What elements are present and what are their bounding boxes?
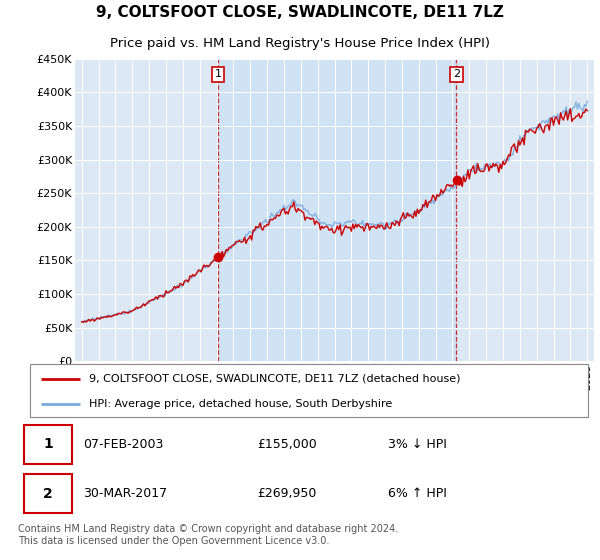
Text: £155,000: £155,000 [257,438,317,451]
Text: 9, COLTSFOOT CLOSE, SWADLINCOTE, DE11 7LZ (detached house): 9, COLTSFOOT CLOSE, SWADLINCOTE, DE11 7L… [89,374,460,384]
Bar [218,59,457,361]
Text: 1: 1 [215,69,221,80]
FancyBboxPatch shape [24,474,72,513]
FancyBboxPatch shape [24,425,72,464]
FancyBboxPatch shape [30,364,588,417]
Text: 2: 2 [43,487,53,501]
Text: 9, COLTSFOOT CLOSE, SWADLINCOTE, DE11 7LZ: 9, COLTSFOOT CLOSE, SWADLINCOTE, DE11 7L… [96,5,504,20]
Text: 2: 2 [453,69,460,80]
Text: 3% ↓ HPI: 3% ↓ HPI [389,438,448,451]
Text: HPI: Average price, detached house, South Derbyshire: HPI: Average price, detached house, Sout… [89,399,392,409]
Text: 6% ↑ HPI: 6% ↑ HPI [389,487,448,500]
Text: 07-FEB-2003: 07-FEB-2003 [83,438,164,451]
Text: Price paid vs. HM Land Registry's House Price Index (HPI): Price paid vs. HM Land Registry's House … [110,37,490,50]
Text: 30-MAR-2017: 30-MAR-2017 [83,487,167,500]
Text: £269,950: £269,950 [257,487,317,500]
Text: 1: 1 [43,437,53,451]
Text: Contains HM Land Registry data © Crown copyright and database right 2024.
This d: Contains HM Land Registry data © Crown c… [18,524,398,546]
